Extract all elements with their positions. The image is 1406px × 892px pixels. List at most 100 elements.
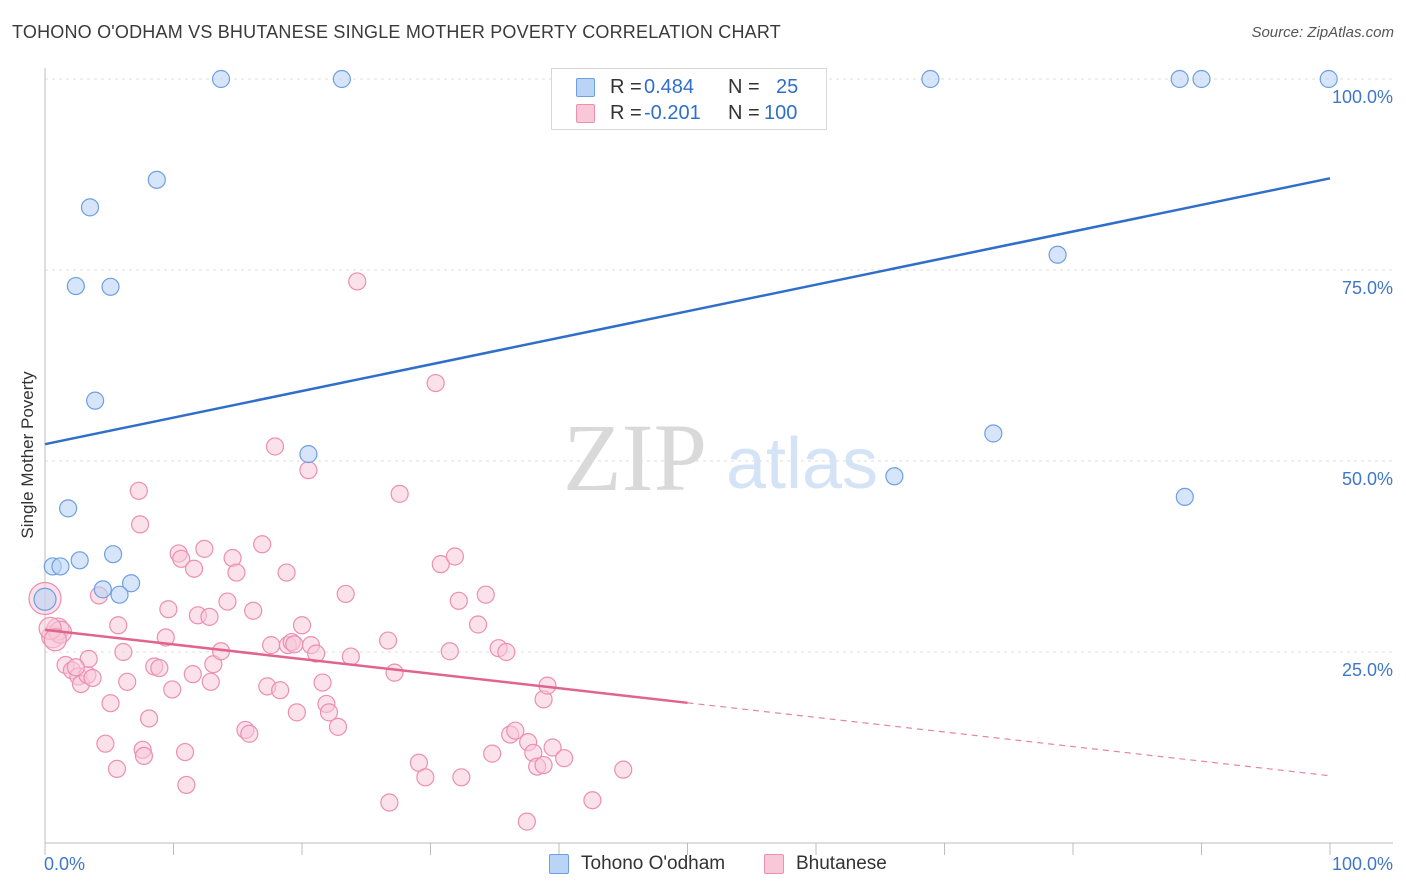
tohono-point bbox=[51, 557, 70, 576]
bhutanese-point bbox=[83, 668, 102, 688]
tohono-point bbox=[1048, 245, 1067, 264]
tohono-point bbox=[93, 580, 112, 599]
tohono-swatch bbox=[576, 78, 595, 97]
bhutanese-point bbox=[134, 746, 154, 766]
bhutanese-point bbox=[614, 760, 633, 779]
bhutanese-point bbox=[244, 601, 263, 620]
bhutanese-point bbox=[240, 724, 259, 743]
legend-n-value-tohono: 25 bbox=[776, 76, 799, 98]
y-tick-label: 50.0% bbox=[1342, 469, 1393, 489]
trend-lines bbox=[44, 177, 1331, 777]
tohono-legend-label: Tohono O'odham bbox=[581, 853, 726, 874]
bhutanese-point bbox=[227, 563, 246, 582]
bhutanese-point bbox=[184, 559, 204, 578]
tohono-point bbox=[299, 445, 318, 464]
bhutanese-point bbox=[109, 616, 128, 635]
tohono-point bbox=[984, 424, 1003, 443]
bhutanese-trend-extension bbox=[687, 702, 1331, 777]
bhutanese-point bbox=[431, 555, 450, 574]
tohono-point bbox=[59, 499, 78, 518]
bhutanese-point bbox=[534, 755, 553, 775]
bhutanese-point bbox=[483, 744, 502, 763]
tohono-point bbox=[70, 551, 89, 570]
bhutanese-point bbox=[200, 607, 219, 626]
bhutanese-point bbox=[129, 481, 148, 500]
bhutanese-point bbox=[440, 642, 459, 661]
x-tick-label: 100.0% bbox=[1332, 854, 1393, 874]
bhutanese-point bbox=[341, 647, 360, 666]
x-tick-label: 0.0% bbox=[44, 854, 85, 874]
legend-r-label: R = bbox=[610, 102, 642, 124]
bhutanese-point bbox=[118, 672, 137, 691]
bhutanese-point bbox=[378, 631, 398, 650]
bhutanese-point bbox=[114, 642, 133, 662]
bhutanese-point bbox=[175, 742, 195, 762]
bhutanese-point bbox=[555, 749, 574, 768]
bhutanese-point bbox=[452, 768, 471, 787]
tick-labels: 100.0% 75.0% 50.0% 25.0% 0.0% 100.0% bbox=[44, 87, 1393, 874]
bhutanese-point bbox=[79, 649, 98, 668]
bhutanese-swatch bbox=[576, 104, 595, 123]
legend-n-label: N = bbox=[728, 102, 760, 124]
tohono-point bbox=[66, 276, 85, 296]
bhutanese-point bbox=[66, 658, 85, 677]
bhutanese-point bbox=[262, 636, 281, 655]
y-tick-label: 25.0% bbox=[1342, 660, 1393, 680]
tohono-point bbox=[80, 198, 100, 217]
bhutanese-point bbox=[385, 663, 404, 682]
bhutanese-point bbox=[517, 812, 536, 831]
bhutanese-point bbox=[416, 768, 435, 787]
legend-r-label: R = bbox=[610, 76, 642, 98]
bhutanese-point bbox=[287, 703, 306, 722]
bhutanese-point bbox=[139, 709, 159, 728]
tohono-point bbox=[101, 277, 120, 296]
bhutanese-point bbox=[313, 673, 332, 692]
tohono-point bbox=[121, 574, 141, 593]
bhutanese-point bbox=[583, 791, 602, 810]
bhutanese-point bbox=[543, 738, 562, 757]
bhutanese-point bbox=[476, 585, 495, 604]
tohono-point bbox=[921, 69, 940, 89]
tohono-point bbox=[1319, 69, 1338, 89]
tohono-point bbox=[33, 587, 57, 611]
bhutanese-point bbox=[299, 461, 318, 480]
bhutanese-point bbox=[271, 681, 290, 700]
bhutanese-point bbox=[163, 680, 182, 699]
bhutanese-point bbox=[150, 658, 169, 678]
legend-row-tohono: R = 0.484 N = 25 bbox=[552, 75, 826, 99]
tohono-point bbox=[332, 69, 351, 89]
bhutanese-point bbox=[156, 628, 175, 647]
legend-r-value-bhutanese: -0.201 bbox=[644, 102, 701, 124]
y-tick-label: 75.0% bbox=[1342, 278, 1393, 298]
bhutanese-point bbox=[292, 616, 312, 635]
bhutanese-trend-line bbox=[44, 628, 688, 705]
legend-n-value-bhutanese: 100 bbox=[764, 102, 798, 124]
tohono-trend-line bbox=[44, 177, 1331, 446]
bhutanese-point bbox=[506, 721, 525, 740]
chart-title: TOHONO O'ODHAM VS BHUTANESE SINGLE MOTHE… bbox=[12, 22, 781, 42]
bhutanese-point bbox=[107, 759, 127, 778]
bhutanese-point bbox=[285, 635, 304, 654]
bhutanese-point bbox=[218, 592, 237, 611]
legend-row-bhutanese: R = -0.201 N = 100 bbox=[552, 101, 826, 125]
tohono-point bbox=[1170, 69, 1189, 89]
bhutanese-point bbox=[177, 775, 196, 795]
tohono-point bbox=[885, 467, 904, 486]
axes bbox=[44, 68, 1393, 855]
bhutanese-point bbox=[307, 644, 326, 663]
bhutanese-point bbox=[319, 703, 339, 722]
bhutanese-point bbox=[468, 615, 488, 634]
tohono-point bbox=[104, 545, 123, 564]
tohono-point bbox=[110, 585, 129, 604]
watermark-zip: ZIP bbox=[563, 404, 707, 511]
bhutanese-point bbox=[380, 793, 399, 812]
tohono-point bbox=[211, 69, 231, 89]
tohono-point bbox=[147, 170, 166, 189]
bhutanese-point bbox=[390, 484, 409, 503]
tohono-point bbox=[1192, 69, 1211, 89]
bhutanese-point bbox=[183, 665, 202, 684]
source-credit: Source: ZipAtlas.com bbox=[1251, 24, 1394, 41]
bhutanese-point bbox=[253, 535, 272, 554]
